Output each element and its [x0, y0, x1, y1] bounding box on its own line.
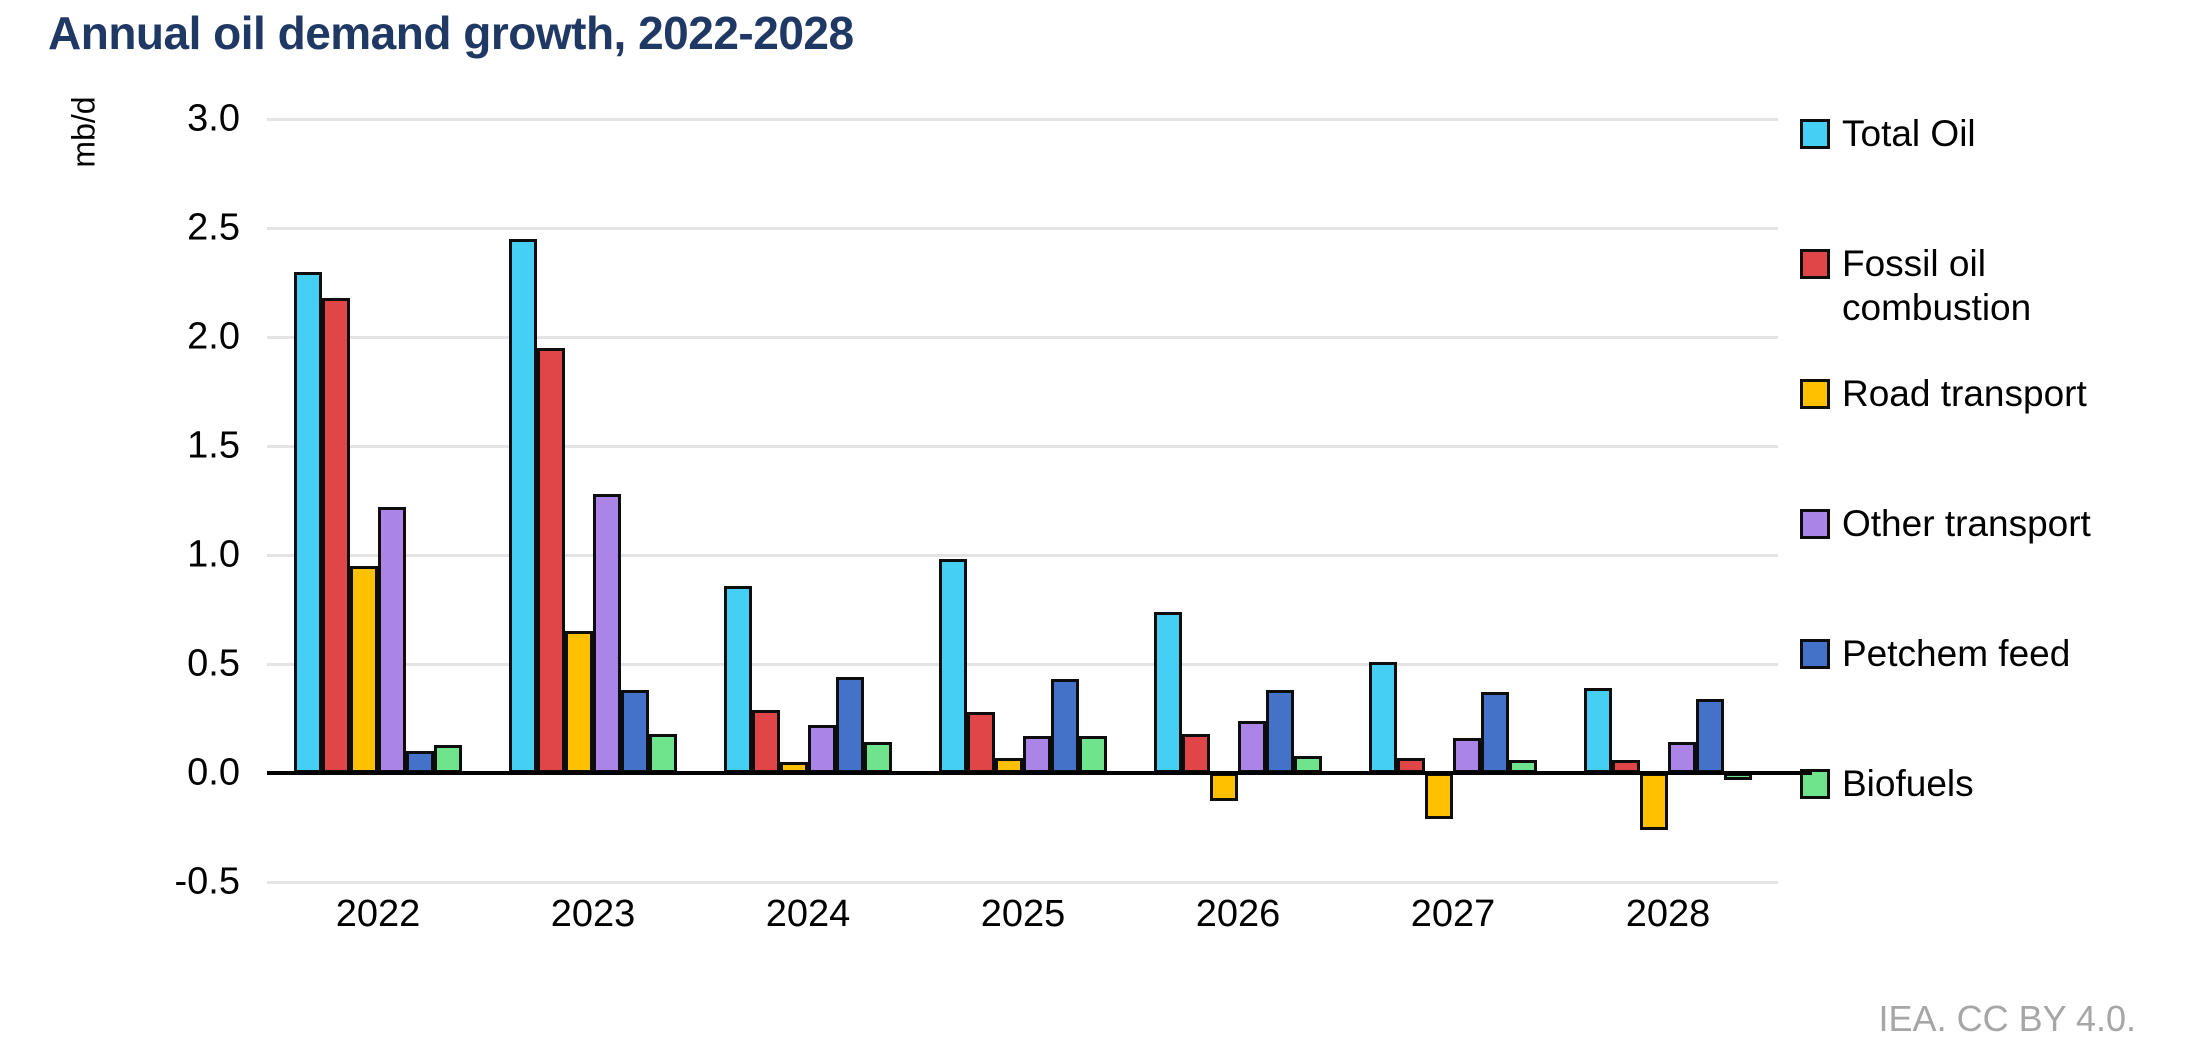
bar-2024-biofuels	[864, 742, 892, 773]
y-tick-label-0.5: 0.5	[187, 642, 240, 685]
bar-2024-petchem-feed	[836, 677, 864, 773]
y-axis-unit-label: mb/d	[65, 96, 102, 168]
attribution-text: IEA. CC BY 4.0.	[1878, 998, 2136, 1039]
gridline-2.5	[267, 227, 1778, 230]
y-tick-label-2.0: 2.0	[187, 315, 240, 358]
legend-label-total-oil: Total Oil	[1842, 113, 1976, 154]
y-tick-label--0.5: -0.5	[174, 860, 240, 903]
y-tick-label-2.5: 2.5	[187, 206, 240, 249]
x-tick-label-2022: 2022	[335, 893, 421, 935]
bar-2022-biofuels	[434, 745, 462, 773]
bar-2025-biofuels	[1079, 736, 1107, 773]
bar-2022-petchem-feed	[406, 751, 434, 773]
bar-2023-petchem-feed	[621, 690, 649, 773]
x-axis-baseline	[267, 771, 1812, 775]
bar-2025-total-oil	[939, 559, 967, 773]
y-tick-label-1.5: 1.5	[187, 424, 240, 467]
x-tick-label-2027: 2027	[1410, 893, 1496, 935]
gridline-2.0	[267, 336, 1778, 339]
bar-2023-road-transport	[565, 631, 593, 773]
gridline-3.0	[267, 118, 1778, 121]
legend-label-petchem-feed: Petchem feed	[1842, 633, 2071, 674]
gridline-0.5	[267, 663, 1778, 666]
bar-2028-road-transport	[1640, 773, 1668, 830]
y-tick-label-3.0: 3.0	[187, 97, 240, 140]
bar-2022-road-transport	[350, 566, 378, 773]
legend-label-other-transport: Other transport	[1842, 503, 2091, 544]
y-tick-label-0.0: 0.0	[187, 751, 240, 794]
x-tick-label-2024: 2024	[765, 893, 851, 935]
x-tick-label-2028: 2028	[1625, 893, 1711, 935]
bar-2022-fossil-oil-combustion	[322, 298, 350, 773]
legend-label-fossil-oil-combustion: Fossil oil combustion	[1842, 243, 2032, 328]
bar-2028-petchem-feed	[1696, 699, 1724, 773]
x-tick-label-2023: 2023	[550, 893, 636, 935]
legend-swatch-petchem-feed	[1800, 639, 1830, 669]
bar-2028-other-transport	[1668, 742, 1696, 773]
legend-swatch-other-transport	[1800, 509, 1830, 539]
bar-2026-road-transport	[1210, 773, 1238, 801]
bar-2022-total-oil	[294, 272, 322, 773]
legend-swatch-total-oil	[1800, 119, 1830, 149]
gridline-1.5	[267, 445, 1778, 448]
bar-2026-other-transport	[1238, 721, 1266, 773]
bar-2024-other-transport	[808, 725, 836, 773]
bar-2027-other-transport	[1453, 738, 1481, 773]
x-tick-label-2026: 2026	[1195, 893, 1281, 935]
bar-2024-fossil-oil-combustion	[752, 710, 780, 773]
legend-swatch-fossil-oil-combustion	[1800, 249, 1830, 279]
bar-2022-other-transport	[378, 507, 406, 773]
bar-2023-total-oil	[509, 239, 537, 773]
bar-2027-total-oil	[1369, 662, 1397, 773]
bar-2026-petchem-feed	[1266, 690, 1294, 773]
legend-swatch-road-transport	[1800, 379, 1830, 409]
bar-2026-total-oil	[1154, 612, 1182, 773]
bar-2027-road-transport	[1425, 773, 1453, 819]
bar-2023-biofuels	[649, 734, 677, 773]
legend-label-road-transport: Road transport	[1842, 373, 2087, 414]
bar-2025-other-transport	[1023, 736, 1051, 773]
bar-2023-fossil-oil-combustion	[537, 348, 565, 773]
legend-label-biofuels: Biofuels	[1842, 763, 1974, 804]
bar-2028-total-oil	[1584, 688, 1612, 773]
bar-2026-fossil-oil-combustion	[1182, 734, 1210, 773]
y-tick-label-1.0: 1.0	[187, 533, 240, 576]
bar-2024-total-oil	[724, 586, 752, 773]
gridline-1.0	[267, 554, 1778, 557]
bar-2023-other-transport	[593, 494, 621, 773]
x-tick-label-2025: 2025	[980, 893, 1066, 935]
bar-2025-fossil-oil-combustion	[967, 712, 995, 773]
page-title: Annual oil demand growth, 2022-2028	[48, 7, 854, 59]
bar-2027-petchem-feed	[1481, 692, 1509, 773]
bar-2025-petchem-feed	[1051, 679, 1079, 773]
gridline--0.5	[267, 881, 1778, 884]
